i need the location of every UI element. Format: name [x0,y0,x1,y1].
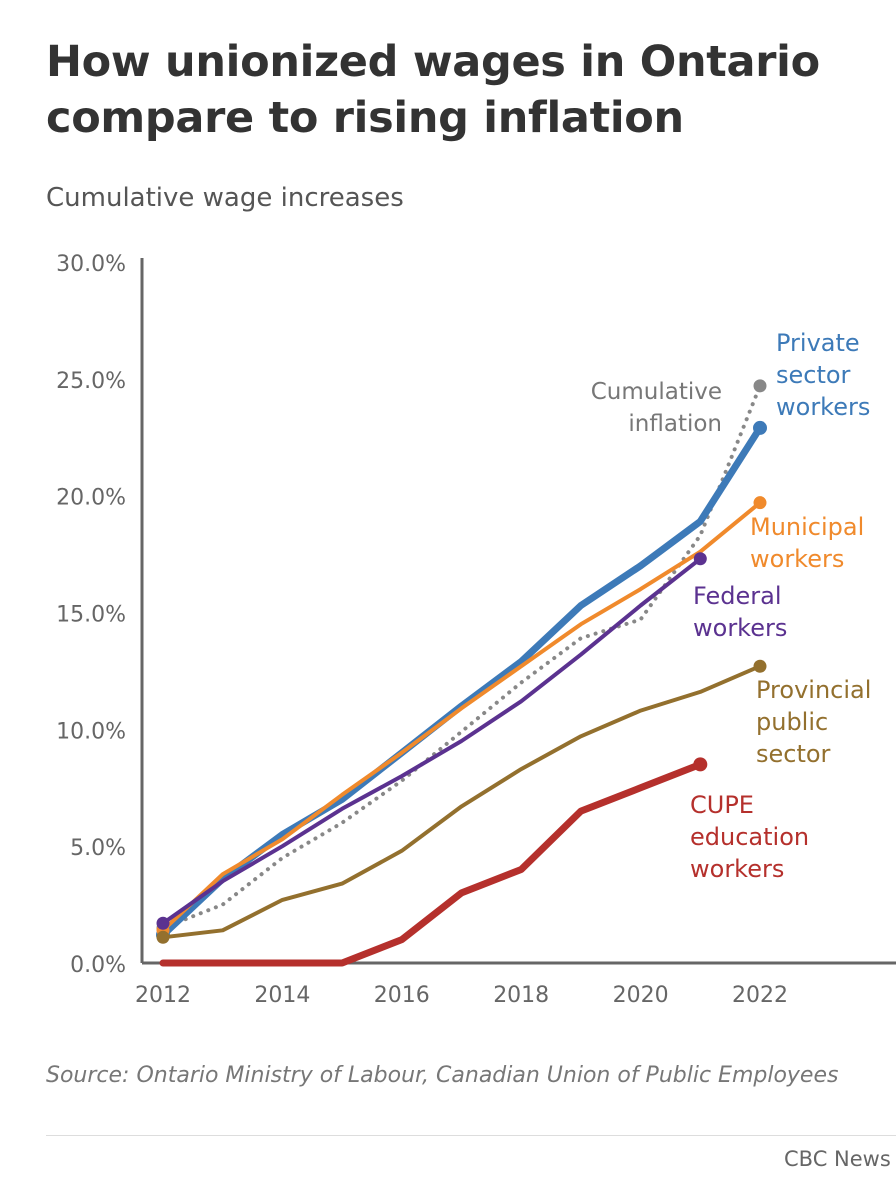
series-end-point [693,552,707,566]
series-end-point [753,420,767,435]
series-label-line: Cumulative [591,379,722,405]
series-label-line: sector [776,361,851,389]
series-line-provincial-public-sector [161,664,762,940]
series-label-cupe-education-workers: CUPE education workers [690,791,809,883]
series-end-point [753,496,767,510]
series-label-line: CUPE [690,791,754,819]
y-tick-label: 20.0% [56,486,126,511]
series-label-line: workers [690,855,784,883]
series-label-private-sector-workers: Private sector workers [776,329,870,421]
series-label-line: Private [776,329,860,357]
series-line-cumulative-inflation [161,383,762,930]
series-label-line: education [690,823,809,851]
series-label-line: Federal [693,582,782,610]
credit-line: CBC News [784,1147,891,1171]
y-tick-label: 5.0% [70,836,126,861]
series-label-line: workers [693,614,787,642]
series-start-point [156,930,170,944]
series-label-line: public [756,708,828,736]
chart-subtitle: Cumulative wage increases [46,183,404,213]
series-label-federal-workers: Federal workers [693,582,787,642]
series-label-line: Municipal [750,513,864,541]
y-tick-label: 10.0% [56,719,126,744]
x-tick-label: 2016 [374,983,430,1008]
series-end-point [753,659,767,673]
series-label-line: Provincial [756,676,871,704]
y-tick-label: 25.0% [56,369,126,394]
series-line-cupe-education-workers [159,760,704,967]
x-tick-label: 2012 [135,983,191,1008]
series-end-point [753,379,767,393]
series-label-line: sector [756,740,831,768]
series-label-line: inflation [628,411,722,437]
series-label-line: workers [750,545,844,573]
series-label-provincial-public-sector: Provincial public sector [756,676,871,768]
x-tick-label: 2014 [254,983,310,1008]
source-note: Source: Ontario Ministry of Labour, Cana… [46,1063,839,1088]
chart-title: How unionized wages in Ontario compare t… [46,37,820,143]
x-tick-label: 2020 [613,983,669,1008]
line-chart: 0.0% 5.0% 10.0% 15.0% 20.0% 25.0% 30.0% 2012 201… [56,252,896,1008]
y-tick-label: 0.0% [70,953,126,978]
series-end-point [693,757,708,772]
x-tick-label: 2018 [493,983,549,1008]
series-line-federal-workers [161,556,703,926]
x-tick-label: 2022 [732,983,788,1008]
y-tick-label: 30.0% [56,252,126,277]
series-label-cumulative-inflation: Cumulative inflation [591,379,722,437]
y-tick-label: 15.0% [56,603,126,628]
chart-lines [156,379,767,967]
series-label-municipal-workers: Municipal workers [750,513,864,573]
series-start-point [156,916,170,930]
series-label-line: workers [776,393,870,421]
series-line-municipal-workers [161,500,762,933]
divider [46,1135,896,1136]
